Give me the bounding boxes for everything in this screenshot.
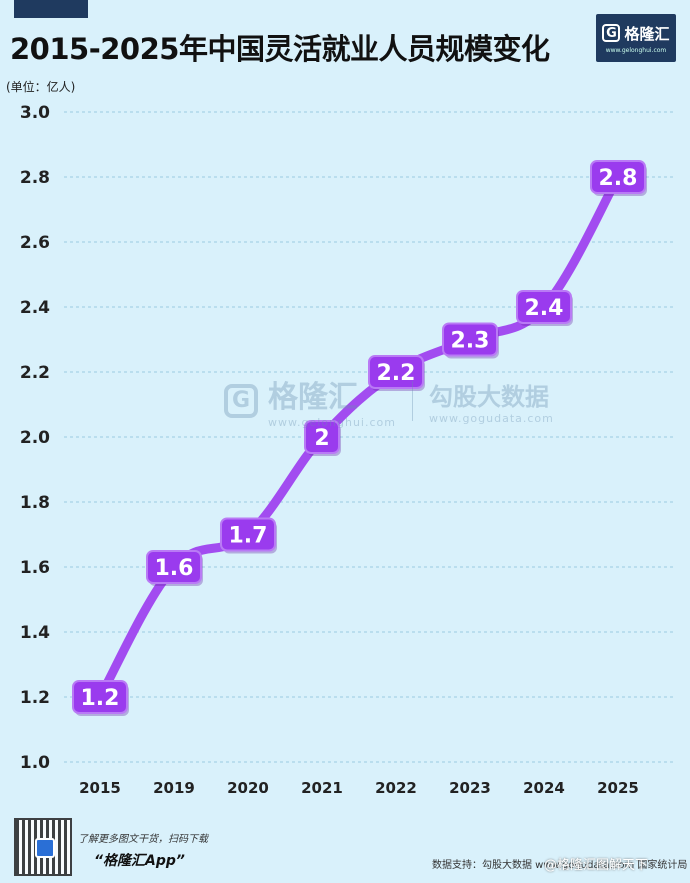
x-tick-label: 2019 [153, 779, 195, 797]
y-tick-label: 3.0 [20, 103, 50, 123]
x-tick-label: 2020 [227, 779, 269, 797]
promo-text: 了解更多图文干货，扫码下载 [78, 834, 208, 845]
data-label: 2.8 [599, 166, 638, 191]
y-tick-label: 1.0 [20, 753, 50, 773]
y-tick-label: 1.4 [20, 623, 50, 643]
qr-code [14, 818, 72, 876]
y-tick-label: 2.6 [20, 233, 50, 253]
x-tick-label: 2023 [449, 779, 491, 797]
y-tick-label: 2.4 [20, 298, 50, 318]
y-tick-label: 2.0 [20, 428, 50, 448]
data-label: 1.7 [229, 524, 268, 549]
data-source: 数据支持：勾股大数据 www.gogudata.com 国家统计局 [432, 860, 688, 871]
data-label-box [590, 160, 646, 194]
data-label: 2.2 [377, 361, 416, 386]
data-label: 1.6 [155, 556, 194, 581]
y-tick-label: 2.2 [20, 363, 50, 383]
data-label-box [516, 290, 572, 324]
y-tick-label: 1.6 [20, 558, 50, 578]
app-name: “格隆汇App” [94, 853, 185, 869]
x-tick-label: 2024 [523, 779, 565, 797]
data-label-box [368, 355, 424, 389]
data-label-box [146, 550, 202, 584]
data-label-box [442, 322, 498, 357]
data-label-box [72, 680, 128, 714]
data-label-box [304, 420, 340, 454]
y-tick-label: 2.8 [20, 168, 50, 188]
y-tick-label: 1.2 [20, 688, 50, 708]
data-label: 2.3 [451, 329, 490, 354]
y-tick-label: 1.8 [20, 493, 50, 513]
chart-title: 2015-2025年中国灵活就业人员规模变化 [10, 32, 550, 66]
x-tick-label: 2015 [79, 779, 121, 797]
unit-label: (单位：亿人) [6, 80, 76, 94]
data-label-box [220, 517, 276, 552]
brand-url: www.gelonghui.com [605, 46, 667, 54]
header-tab-decoration [14, 0, 88, 18]
x-tick-label: 2021 [301, 779, 343, 797]
data-label: 2 [314, 426, 329, 451]
brand-name: 格隆汇 [624, 24, 670, 43]
x-tick-label: 2025 [597, 779, 639, 797]
logo-g-icon: G [602, 24, 621, 42]
weibo-watermark: @格隆汇图解天下 [544, 858, 649, 873]
brand-logo: G 格隆汇 www.gelonghui.com [596, 14, 676, 62]
data-label: 1.2 [81, 686, 120, 711]
qr-logo-icon [35, 838, 55, 858]
x-tick-label: 2022 [375, 779, 417, 797]
data-label: 2.4 [525, 296, 564, 321]
